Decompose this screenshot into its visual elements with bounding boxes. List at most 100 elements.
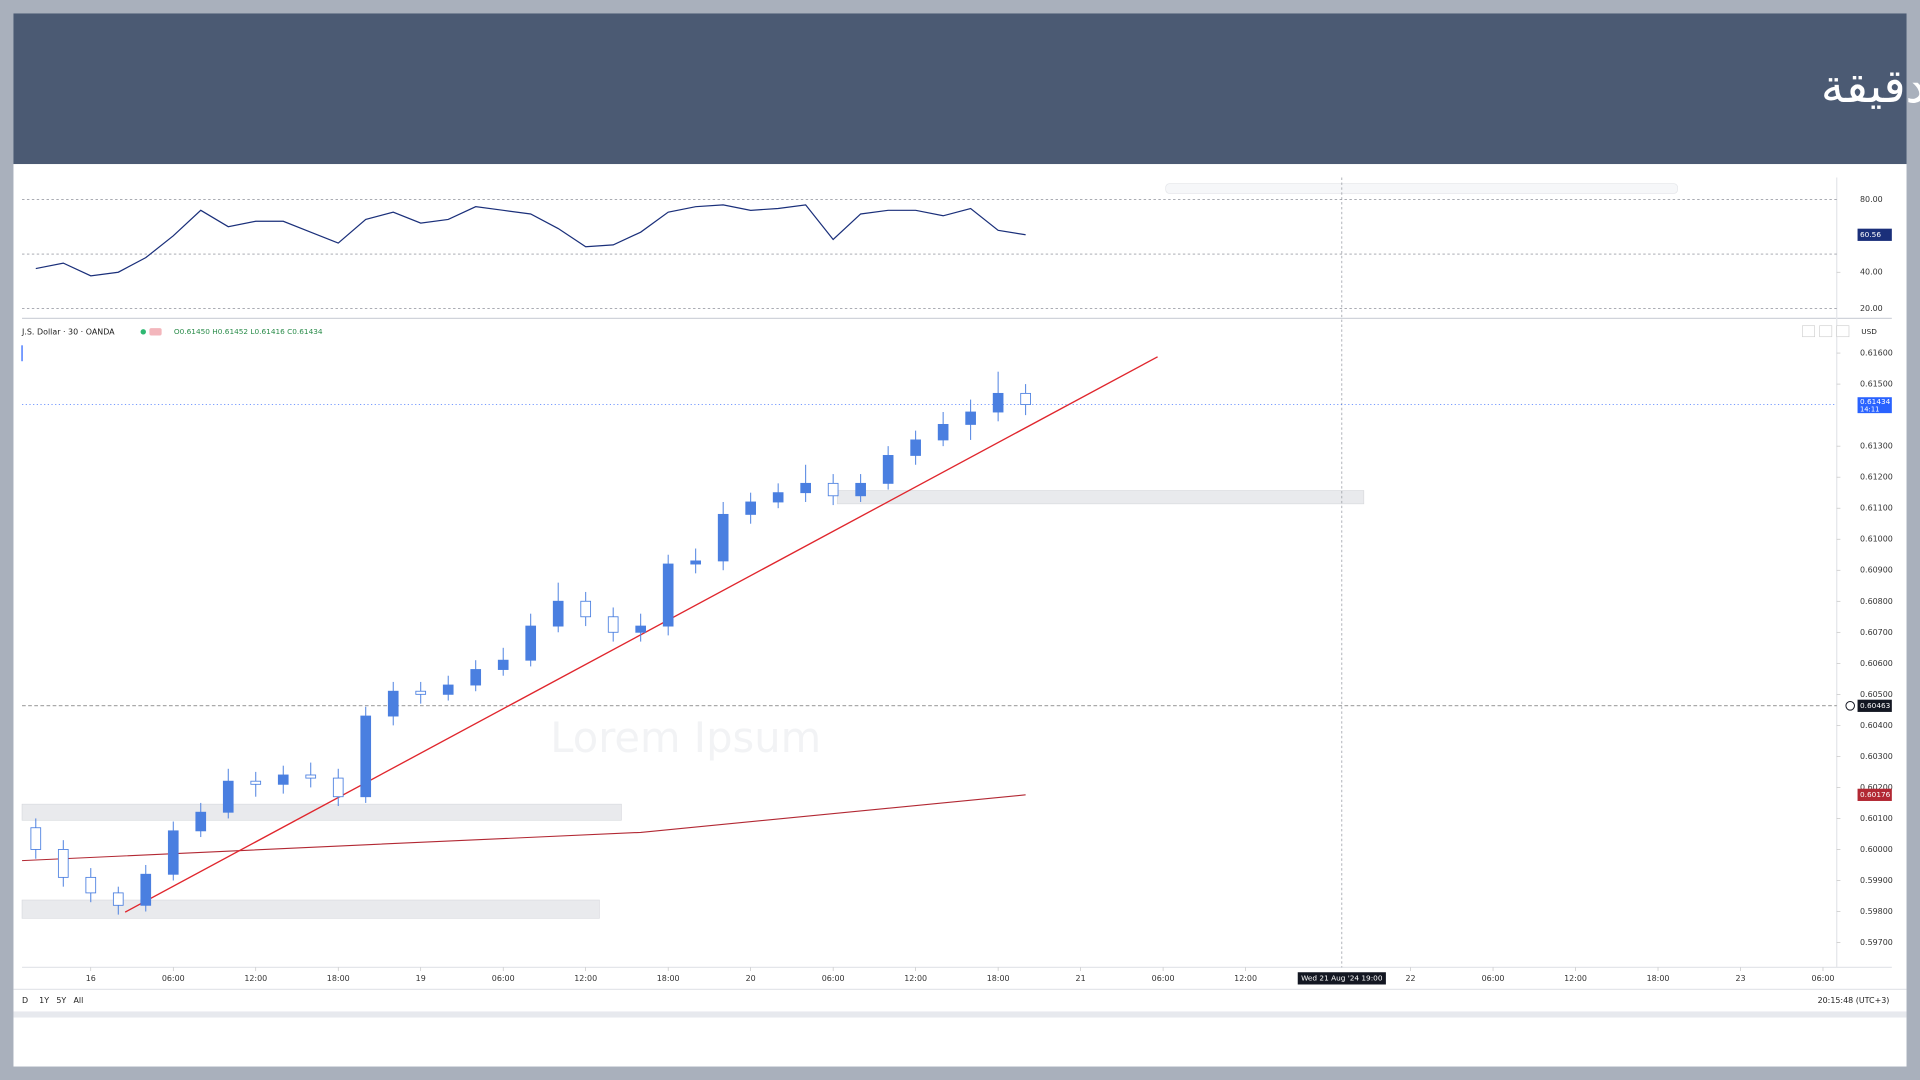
scrollbar [13,1011,1907,1018]
y-tick-label: 0.61200 [1860,473,1893,482]
crosshair-y-label: 0.60463 [1860,701,1891,710]
candle-body [57,849,69,878]
rsi-tick-label: 20.00 [1860,304,1883,313]
last-price-label: 0.61434 [1860,397,1891,406]
candle-body [882,455,894,484]
y-tick-label: 0.59700 [1860,938,1893,947]
y-tick-label: 0.60300 [1860,752,1893,761]
candle-body [552,600,564,627]
countdown-label: 14:11 [1860,405,1879,413]
x-tick-label: 20 [746,974,756,983]
x-tick-label: 22 [1406,974,1416,983]
crosshair-y-icon[interactable] [1845,701,1855,711]
zone [21,803,622,821]
candle-body [1020,392,1031,405]
x-tick-label: 12:00 [1564,974,1587,983]
y-tick-label: 0.60800 [1860,597,1893,606]
pane-button[interactable] [1836,325,1850,338]
x-tick-label: 06:00 [492,974,515,983]
candle-body [250,780,262,785]
y-tick-label: 0.60700 [1860,628,1893,637]
candle-body [772,492,784,503]
candle-body [607,616,619,633]
x-tick-label: 16 [86,974,96,983]
x-tick-label: 06:00 [1812,974,1835,983]
candle-body [30,827,42,850]
slide-title: رسم بياني لحركة زوج الدولار النيوزيلندي/… [1821,55,1920,114]
range-button[interactable]: 5Y [56,996,66,1005]
x-tick-label: 12:00 [244,974,267,983]
y-tick-label: 0.61600 [1860,349,1893,358]
range-button[interactable]: 1Y [39,996,49,1005]
candle-body [937,423,949,441]
candle-body [470,669,482,686]
x-tick-label: 23 [1735,974,1745,983]
candle-body [965,411,976,425]
y-tick-label: 0.60200 [1860,783,1893,792]
candle-body [497,659,509,670]
range-button[interactable]: All [73,996,83,1005]
crosshair-x-label: Wed 21 Aug '24 19:00 [1301,973,1383,982]
candle-body [525,625,537,661]
range-button[interactable]: D [22,996,28,1005]
candle-body [855,482,866,497]
x-tick-label: 19 [416,974,426,983]
drawing-toolbar[interactable] [1165,183,1678,194]
y-tick-label: 0.61000 [1860,535,1893,544]
pane-button[interactable] [1802,325,1815,338]
plot: 0.61600 0.61500 0.61300 0.61200 0.61100 0.610… [21,177,1893,985]
badge [149,328,162,336]
x-tick-label: 06:00 [822,974,845,983]
candle-body [992,392,1004,413]
clock: 20:15:48 (UTC+3) [1818,996,1890,1005]
x-tick-label: 12:00 [1234,974,1257,983]
y-tick-label: 0.60600 [1860,659,1893,668]
x-tick-label: 06:00 [1152,974,1175,983]
candle-body [800,482,811,494]
trendline [124,356,1158,913]
candle-body [222,780,234,813]
chart-area [13,164,1907,1067]
candle-body [277,774,289,785]
crosshair-x-box [1297,972,1386,985]
rsi-value-box [1857,228,1892,241]
candle-body [635,625,647,633]
last-price-box [1857,397,1892,414]
y-tick-label: 0.61100 [1860,504,1893,513]
x-tick-label: 12:00 [574,974,597,983]
y-tick-label: 0.60500 [1860,690,1893,699]
x-tick-label: 18:00 [657,974,680,983]
candle-body [580,600,592,618]
moving-average [22,794,1026,862]
y-tick-label: 0.59900 [1860,876,1893,885]
x-tick-label: 06:00 [162,974,185,983]
candle-body [662,563,674,627]
currency-label[interactable]: USD [1861,327,1877,336]
candle-body [305,774,317,779]
candle-body [442,684,454,695]
rsi-line [35,204,1026,277]
y-tick-label: 0.59800 [1860,907,1893,916]
title-banner [13,13,1907,165]
x-tick-label: 18:00 [327,974,350,983]
candle-body [910,439,921,456]
candle-body [140,873,152,906]
ohlc-values: O0.61450 H0.61452 L0.61416 C0.61434 [174,327,323,336]
candle-body [360,715,372,798]
candle-body [415,690,427,695]
y-tick-label: 0.61500 [1860,380,1893,389]
y-tick-label: 0.60000 [1860,845,1893,854]
pane-button[interactable] [1819,325,1833,338]
candle-body [112,892,124,906]
rsi-tick-label: 40.00 [1860,268,1883,277]
range-buttons: D 1Y 5Y All [22,996,83,1005]
candle-body [332,777,344,798]
rsi-value-label: 60.56 [1860,230,1881,239]
candle-body [85,876,97,894]
candle-body [827,482,839,497]
y-tick-label: 0.61300 [1860,442,1893,451]
zone [836,490,1365,505]
